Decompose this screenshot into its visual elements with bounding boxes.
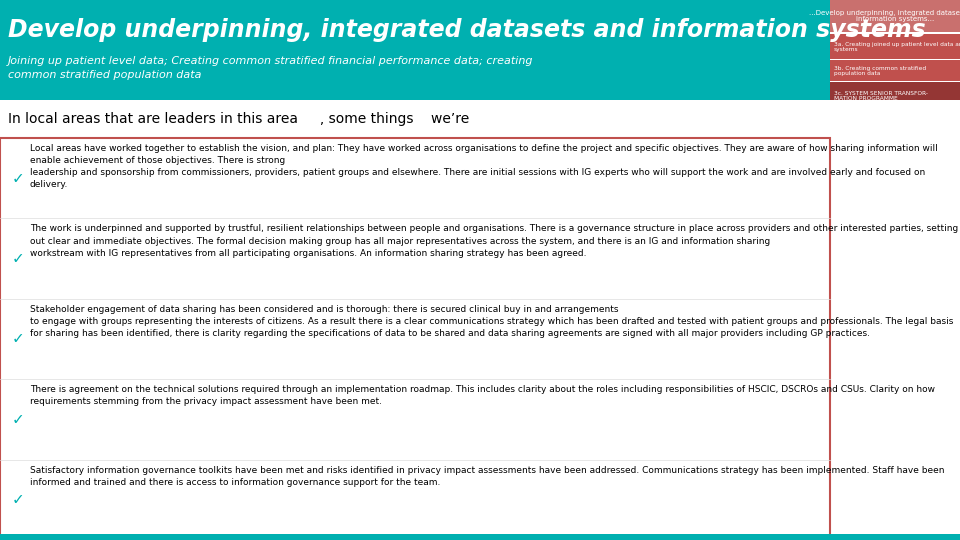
Text: Stakeholder engagement of data sharing has been considered and is thorough: ther: Stakeholder engagement of data sharing h… xyxy=(30,305,953,338)
Bar xyxy=(830,82,960,109)
Text: ✓: ✓ xyxy=(12,251,24,266)
Text: Satisfactory information governance toolkits have been met and risks identified : Satisfactory information governance tool… xyxy=(30,465,945,487)
Text: In local areas that are leaders in this area     , some things    we’re: In local areas that are leaders in this … xyxy=(8,112,469,126)
Text: Joining up patient level data; Creating common stratified financial performance : Joining up patient level data; Creating … xyxy=(8,56,534,79)
Bar xyxy=(830,0,960,32)
Text: Develop underpinning, integrated datasets and information systems: Develop underpinning, integrated dataset… xyxy=(8,18,925,42)
Bar xyxy=(0,138,830,540)
Bar xyxy=(0,0,830,100)
Bar xyxy=(0,534,960,540)
Text: There is agreement on the technical solutions required through an implementation: There is agreement on the technical solu… xyxy=(30,385,935,407)
Bar xyxy=(0,138,960,540)
Text: 3c. SYSTEM SENIOR TRANSFOR-
MATION PROGRAMME: 3c. SYSTEM SENIOR TRANSFOR- MATION PROGR… xyxy=(834,91,928,102)
Text: 3b. Creating common stratified
population data: 3b. Creating common stratified populatio… xyxy=(834,65,926,76)
Text: ✓: ✓ xyxy=(12,332,24,347)
Text: ✓: ✓ xyxy=(12,171,24,186)
Bar xyxy=(0,100,960,138)
Text: The work is underpinned and supported by trustful, resilient relationships betwe: The work is underpinned and supported by… xyxy=(30,225,958,258)
Text: 3a. Creating joined up patient level data and
systems: 3a. Creating joined up patient level dat… xyxy=(834,42,960,52)
Text: ...Develop underpinning, integrated datasets and
information systems...: ...Develop underpinning, integrated data… xyxy=(808,10,960,23)
Text: Local areas have worked together to establish the vision, and plan: They have wo: Local areas have worked together to esta… xyxy=(30,144,938,190)
Bar xyxy=(830,60,960,81)
Text: ✓: ✓ xyxy=(12,492,24,507)
Bar xyxy=(830,34,960,59)
Text: ✓: ✓ xyxy=(12,412,24,427)
